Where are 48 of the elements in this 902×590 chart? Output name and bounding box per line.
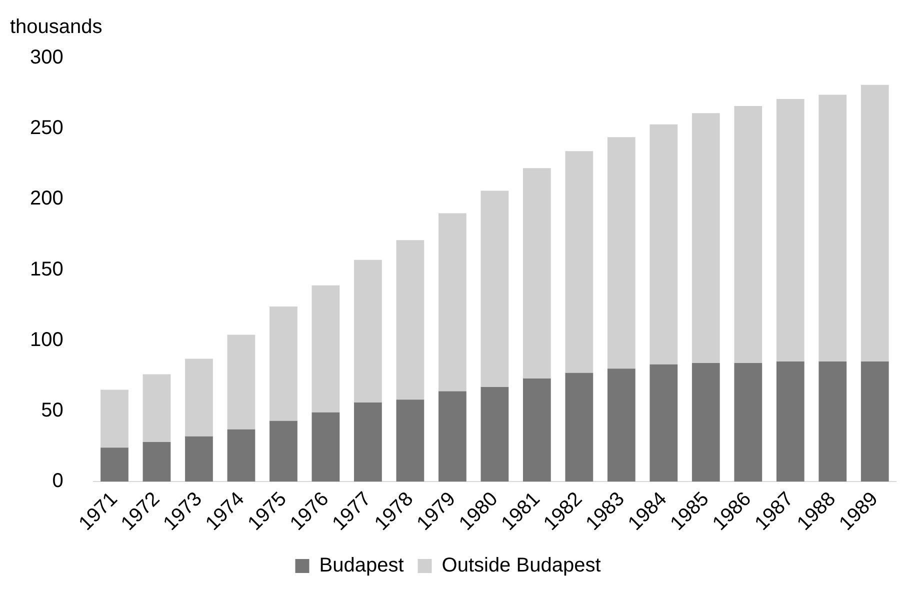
- legend-label: Outside Budapest: [442, 554, 602, 577]
- bar: [438, 213, 466, 392]
- bar: [818, 362, 847, 482]
- bar: [396, 240, 424, 400]
- bar: [818, 94, 847, 362]
- bar: [522, 378, 551, 482]
- bar: [354, 402, 382, 482]
- bar: [565, 151, 594, 373]
- y-tick-label: 50: [41, 399, 64, 422]
- bar: [100, 448, 128, 482]
- legend-label: Budapest: [319, 554, 404, 577]
- y-tick-label: 300: [30, 46, 64, 69]
- bar: [734, 362, 762, 482]
- bar: [185, 436, 213, 482]
- bar: [100, 390, 128, 448]
- bar: [607, 368, 636, 482]
- bar: [354, 260, 382, 403]
- bar: [438, 391, 466, 482]
- bar: [396, 400, 424, 482]
- bar: [270, 420, 298, 482]
- bar: [692, 362, 720, 482]
- bar: [312, 285, 340, 412]
- bar: [650, 124, 678, 364]
- bar: [227, 334, 256, 430]
- bar: [776, 98, 804, 362]
- y-tick-label: 200: [30, 188, 64, 210]
- bar: [142, 374, 171, 442]
- bar: [142, 442, 171, 482]
- bar: [522, 168, 551, 378]
- bar: [565, 372, 594, 482]
- bar: [692, 113, 720, 363]
- y-tick-label: 0: [52, 470, 64, 492]
- bar: [860, 84, 889, 362]
- bar: [480, 386, 509, 482]
- bar: [607, 137, 636, 369]
- bar: [270, 306, 298, 421]
- bar: [776, 362, 804, 482]
- bar: [312, 412, 340, 482]
- bar: [860, 362, 889, 482]
- bar: [227, 429, 256, 482]
- y-tick-label: 100: [30, 328, 64, 351]
- y-tick-label: 250: [30, 117, 64, 140]
- bar: [480, 190, 509, 387]
- bar: [734, 106, 762, 363]
- bar: [185, 358, 213, 436]
- y-axis-title: thousands: [10, 16, 102, 39]
- y-tick-label: 150: [30, 258, 64, 280]
- bar: [650, 364, 678, 482]
